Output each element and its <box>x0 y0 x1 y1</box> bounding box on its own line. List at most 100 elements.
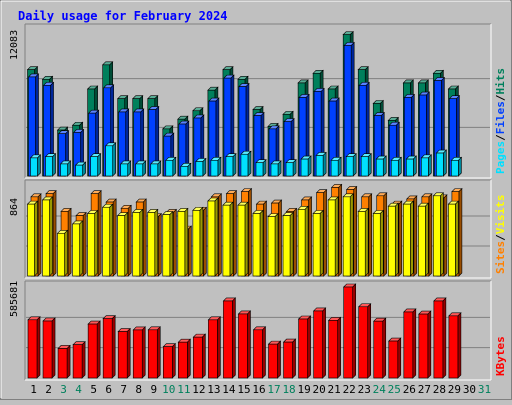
day-label-7: 7 <box>120 383 127 396</box>
bar-visits-day-25-side <box>394 202 399 277</box>
bar-kbytes-day-22-face <box>343 286 353 379</box>
bar-pages-day-8 <box>135 160 147 177</box>
bar-visits-day-26-side <box>410 200 414 277</box>
day-label-14: 14 <box>222 383 236 396</box>
day-label-31: 31 <box>478 383 491 396</box>
bar-pages-day-1-side <box>37 154 41 177</box>
bar-kbytes-day-14-face <box>223 300 233 379</box>
bar-kbytes-day-26 <box>403 308 417 379</box>
bar-kbytes-day-1-side <box>36 316 41 379</box>
bar-kbytes-day-4-face <box>72 344 83 379</box>
bar-visits-day-22-face <box>342 196 351 277</box>
day-label-18: 18 <box>282 383 295 396</box>
bar-pages-day-4 <box>74 161 87 177</box>
day-label-8: 8 <box>135 383 142 396</box>
bar-visits-day-8-face <box>132 212 141 277</box>
bar-visits-day-15 <box>237 201 249 277</box>
bar-kbytes-day-28-face <box>433 300 444 379</box>
bar-kbytes-day-9-face <box>147 329 158 379</box>
panel-visits-sites: 864 Sites/Visits <box>9 179 507 279</box>
bar-kbytes-day-29-side <box>457 312 462 379</box>
legend-visits-sites: Sites/Visits <box>494 195 507 275</box>
bar-visits-day-3-side <box>64 229 68 277</box>
bar-pages-day-29 <box>450 156 463 177</box>
bar-pages-day-14-face <box>225 156 234 177</box>
day-label-22: 22 <box>343 383 356 396</box>
bar-visits-day-18-face <box>282 215 291 277</box>
bar-pages-day-19-side <box>307 155 312 177</box>
bar-visits-day-24 <box>372 209 384 277</box>
bar-pages-day-23-face <box>360 156 369 177</box>
bar-pages-day-21-face <box>330 159 339 177</box>
bar-visits-day-29-face <box>448 203 456 277</box>
bar-visits-day-14-side <box>229 201 234 277</box>
bar-pages-day-7-side <box>127 160 131 177</box>
day-label-16: 16 <box>252 383 265 396</box>
bar-files-day-1 <box>27 73 40 177</box>
bar-sites-day-19-side <box>308 196 312 277</box>
bar-pages-day-5 <box>89 152 102 177</box>
bar-kbytes-day-23-face <box>358 306 369 379</box>
day-label-21: 21 <box>328 383 341 396</box>
bar-visits-day-10 <box>162 210 174 277</box>
bar-kbytes-day-5-side <box>96 320 101 379</box>
bar-pages-day-3-side <box>67 160 71 177</box>
bar-visits-day-8 <box>132 208 144 277</box>
bar-pages-day-28-face <box>436 152 444 177</box>
bar-visits-day-12-side <box>199 206 204 277</box>
bar-visits-day-1 <box>26 200 39 277</box>
bar-kbytes-day-20-side <box>322 307 326 379</box>
bar-visits-day-3 <box>56 229 69 277</box>
bar-visits-day-10-face <box>162 214 171 277</box>
bar-sites-day-26-side <box>413 195 418 277</box>
bar-kbytes-day-14-side <box>232 297 236 379</box>
bar-pages-day-26 <box>405 155 418 177</box>
bar-kbytes-day-26-side <box>412 308 417 379</box>
bar-visits-day-6-face <box>102 206 110 277</box>
day-label-24: 24 <box>373 383 387 396</box>
bar-visits-day-28 <box>432 192 445 277</box>
bar-visits-day-7-side <box>124 211 128 277</box>
bar-pages-day-24-side <box>382 155 387 177</box>
panel-kbytes: 585681 KBytes <box>9 280 507 381</box>
bar-pages-day-25 <box>390 156 402 177</box>
bar-pages-day-20-side <box>322 151 327 177</box>
bar-pages-day-25-face <box>390 159 399 177</box>
bar-kbytes-day-21-face <box>328 320 338 379</box>
bar-files-day-23 <box>358 81 370 177</box>
bar-sites-day-5-side <box>97 189 102 277</box>
bar-visits-day-16-side <box>259 209 264 277</box>
bar-sites-day-13-side <box>218 193 222 277</box>
bar-sites-day-14-side <box>233 189 237 277</box>
bar-sites-day-12-side <box>203 206 207 277</box>
bar-pages-day-9 <box>150 160 162 177</box>
bar-pages-day-13-side <box>217 156 222 177</box>
bar-kbytes-day-12-face <box>193 336 203 379</box>
day-label-30: 30 <box>463 383 476 396</box>
day-label-3: 3 <box>60 383 67 396</box>
bar-pages-day-12-face <box>195 161 204 177</box>
bar-visits-day-11-side <box>184 207 189 277</box>
bar-visits-day-5-face <box>87 213 95 277</box>
bar-pages-day-20-face <box>315 155 324 177</box>
bar-sites-day-10-side <box>172 208 177 277</box>
bar-visits-day-9-face <box>147 212 156 277</box>
bar-kbytes-day-16-face <box>253 329 263 379</box>
bar-visits-day-28-side <box>440 192 444 277</box>
bar-visits-day-9 <box>147 208 159 277</box>
bar-visits-day-27-face <box>418 205 426 277</box>
bar-visits-day-21 <box>327 196 339 277</box>
bar-kbytes-day-16-side <box>262 326 266 379</box>
bar-pages-day-19 <box>300 155 312 177</box>
day-label-9: 9 <box>150 383 157 396</box>
bar-pages-day-22-side <box>352 152 357 177</box>
bar-kbytes-day-17 <box>267 340 282 379</box>
bar-visits-day-2-side <box>49 196 53 277</box>
bar-visits-day-19-face <box>297 209 306 277</box>
bar-kbytes-day-17-face <box>268 343 278 379</box>
day-label-13: 13 <box>207 383 220 396</box>
bar-pages-day-16-side <box>262 158 267 177</box>
bar-pages-day-17 <box>270 160 282 177</box>
bar-pages-day-24 <box>375 155 387 177</box>
